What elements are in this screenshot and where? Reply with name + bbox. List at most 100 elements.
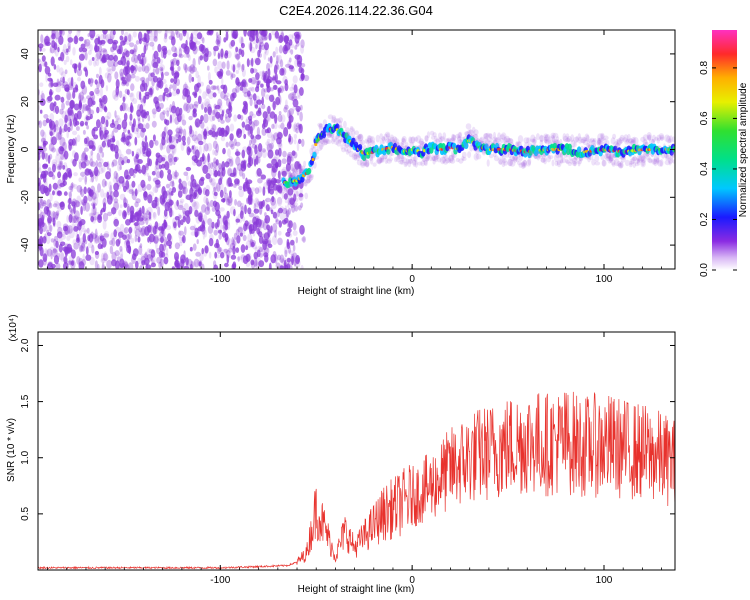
noise-blob xyxy=(126,245,132,253)
signal-halo xyxy=(549,139,553,144)
signal-halo xyxy=(414,160,418,168)
noise-blob xyxy=(49,265,54,269)
noise-blob xyxy=(253,257,257,267)
noise-blob xyxy=(189,225,196,231)
signal-halo xyxy=(550,132,556,139)
noise-blob xyxy=(192,243,197,251)
noise-blob xyxy=(80,171,86,177)
noise-blob xyxy=(85,169,89,176)
noise-blob xyxy=(38,58,41,63)
signal-halo xyxy=(280,168,287,174)
signal-halo xyxy=(610,137,616,145)
noise-blob xyxy=(125,138,130,146)
noise-blob xyxy=(47,217,52,225)
noise-blob xyxy=(166,240,173,247)
noise-blob xyxy=(190,260,194,269)
noise-blob xyxy=(130,74,136,79)
noise-blob xyxy=(258,260,265,268)
noise-blob xyxy=(141,127,147,133)
noise-blob xyxy=(289,91,296,102)
signal-halo xyxy=(410,136,416,144)
noise-blob xyxy=(185,209,191,218)
noise-blob xyxy=(66,260,73,266)
noise-blob xyxy=(230,136,233,142)
noise-blob xyxy=(191,76,195,82)
noise-blob xyxy=(280,114,286,123)
noise-blob xyxy=(89,113,93,120)
noise-blob xyxy=(233,240,236,247)
signal-halo xyxy=(393,156,398,163)
noise-blob xyxy=(94,166,99,177)
noise-blob xyxy=(247,90,251,97)
signal-halo xyxy=(408,136,412,144)
noise-blob xyxy=(161,223,166,232)
noise-blob xyxy=(108,134,112,140)
noise-blob xyxy=(222,84,228,94)
noise-blob xyxy=(56,164,61,169)
noise-blob xyxy=(41,93,45,101)
spectrogram-y-axis-label: Frequency (Hz) xyxy=(6,115,17,184)
noise-blob xyxy=(203,113,209,124)
noise-blob xyxy=(168,35,175,41)
noise-blob xyxy=(215,39,220,45)
noise-blob xyxy=(167,169,172,175)
noise-blob xyxy=(224,50,229,56)
noise-blob xyxy=(176,126,180,136)
noise-blob xyxy=(142,215,147,224)
noise-blob xyxy=(89,138,95,143)
noise-blob xyxy=(291,150,296,156)
noise-blob xyxy=(275,216,278,223)
noise-blob xyxy=(188,73,192,83)
noise-blob xyxy=(295,236,298,244)
noise-blob xyxy=(258,231,263,238)
noise-blob xyxy=(178,214,182,220)
noise-blob xyxy=(270,254,277,264)
noise-blob xyxy=(216,85,220,91)
noise-blob xyxy=(58,164,61,173)
noise-blob xyxy=(180,141,185,151)
noise-blob xyxy=(261,44,266,51)
noise-blob xyxy=(62,84,65,89)
noise-blob xyxy=(227,167,233,177)
noise-blob xyxy=(282,44,288,55)
signal-halo xyxy=(413,156,417,162)
noise-blob xyxy=(236,256,243,261)
noise-blob xyxy=(93,134,99,140)
signal-halo xyxy=(448,154,454,163)
noise-blob xyxy=(143,40,150,47)
noise-blob xyxy=(62,165,66,170)
noise-blob xyxy=(38,43,44,49)
noise-blob xyxy=(232,167,238,176)
noise-blob xyxy=(98,74,103,85)
noise-blob xyxy=(162,47,168,56)
noise-blob xyxy=(150,255,156,265)
noise-blob xyxy=(258,71,264,77)
noise-blob xyxy=(137,123,144,130)
signal-halo xyxy=(394,141,400,147)
noise-blob xyxy=(299,186,303,196)
noise-blob xyxy=(152,211,157,220)
noise-blob xyxy=(177,134,182,143)
noise-blob xyxy=(289,86,294,92)
noise-blob xyxy=(192,45,198,55)
noise-blob xyxy=(42,140,49,146)
noise-blob xyxy=(235,228,240,236)
signal-halo xyxy=(338,138,342,144)
noise-blob xyxy=(256,126,260,137)
noise-blob xyxy=(55,210,60,216)
signal-core xyxy=(335,123,340,130)
noise-blob xyxy=(162,190,168,199)
signal-halo xyxy=(594,161,601,166)
noise-blob xyxy=(110,46,115,53)
noise-blob xyxy=(67,198,72,205)
noise-blob xyxy=(163,214,169,220)
noise-blob xyxy=(205,184,211,192)
noise-blob xyxy=(219,207,225,212)
snr-x-axis-label: Height of straight line (km) xyxy=(298,584,415,595)
noise-blob xyxy=(192,103,199,110)
noise-blob xyxy=(261,96,265,106)
noise-blob xyxy=(183,265,190,269)
noise-blob xyxy=(237,114,242,120)
colorbar-tick-label: 0.0 xyxy=(699,263,710,277)
noise-blob xyxy=(217,102,223,111)
